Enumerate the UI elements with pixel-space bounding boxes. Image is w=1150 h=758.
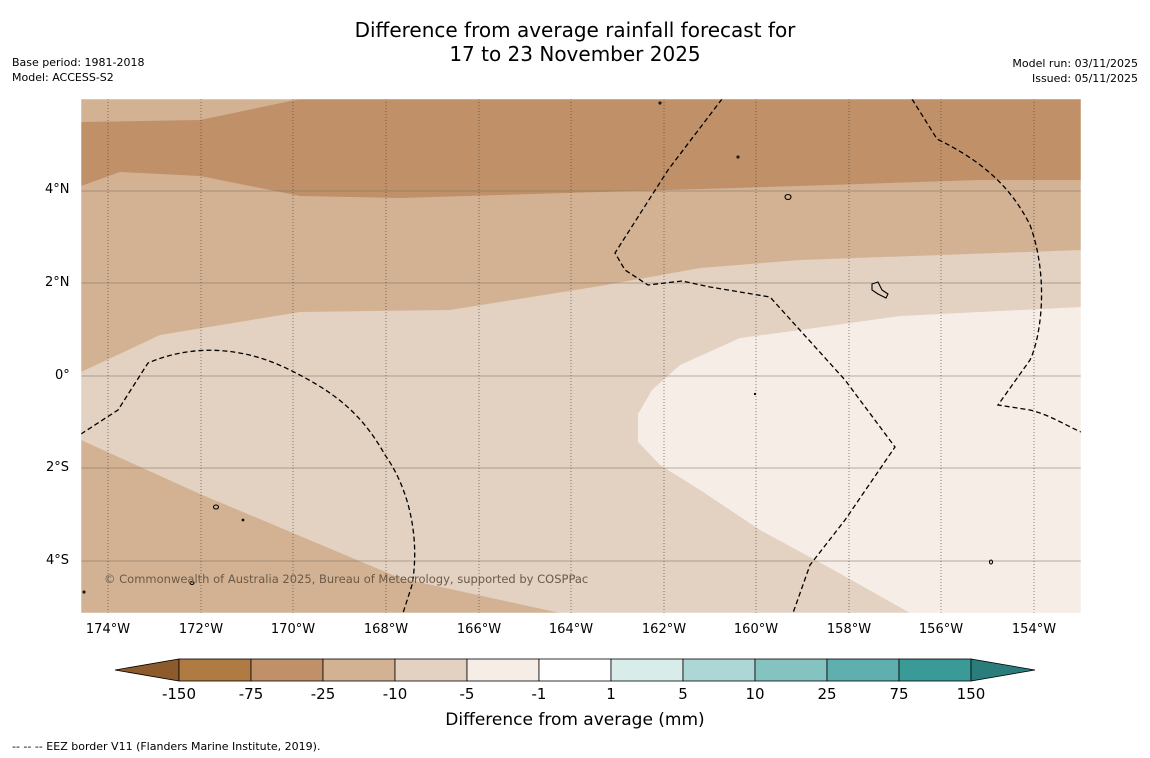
- colorbar-tick-label: 5: [678, 685, 688, 703]
- lat-label-4s: 4°S: [46, 553, 70, 568]
- lon-label-156w: 156°W: [918, 622, 964, 637]
- map-frame: [80, 98, 1082, 614]
- colorbar-segment: [826, 658, 900, 682]
- title-line-2: 17 to 23 November 2025: [449, 42, 701, 66]
- colorbar-segment: [322, 658, 396, 682]
- islands: [82, 101, 994, 594]
- lat-label-2s: 2°S: [46, 460, 70, 475]
- colorbar-segment: [754, 658, 828, 682]
- colorbar-tick-label: -5: [459, 685, 475, 703]
- meta-right: Model run: 03/11/2025 Issued: 05/11/2025: [1012, 56, 1138, 86]
- title-line-1: Difference from average rainfall forecas…: [354, 18, 796, 42]
- colorbar-segment: [538, 658, 612, 682]
- lon-label-172w: 172°W: [178, 622, 224, 637]
- eez-footnote: -- -- -- EEZ border V11 (Flanders Marine…: [12, 740, 321, 753]
- lon-label-160w: 160°W: [733, 622, 779, 637]
- colorbar-tick-label: 150: [956, 685, 986, 703]
- lon-label-166w: 166°W: [456, 622, 502, 637]
- colorbar-segment: [466, 658, 540, 682]
- colorbar-tick-label: 75: [889, 685, 909, 703]
- colorbar-tick-label: -75: [238, 685, 264, 703]
- colorbar-title: Difference from average (mm): [445, 710, 705, 730]
- band-minus25-north-corner: [81, 99, 300, 122]
- colorbar-segment: [898, 658, 972, 682]
- colorbar-segment: [178, 658, 252, 682]
- colorbar-tick-label: -150: [161, 685, 197, 703]
- rainfall-field: [81, 99, 1081, 613]
- lon-label-168w: 168°W: [363, 622, 409, 637]
- colorbar-tick-label: 10: [745, 685, 765, 703]
- model-name: Model: ACCESS-S2: [12, 71, 114, 84]
- colorbar-segment: [682, 658, 756, 682]
- colorbar-segment: [394, 658, 468, 682]
- colorbar-arrow-high: [970, 658, 1036, 682]
- lon-label-164w: 164°W: [548, 622, 594, 637]
- lat-label-0: 0°: [55, 368, 70, 383]
- colorbar-arrow-low: [114, 658, 180, 682]
- map-title: Difference from average rainfall forecas…: [0, 18, 1150, 66]
- meta-left: Base period: 1981-2018 Model: ACCESS-S2: [12, 55, 144, 85]
- latitude-gridlines: [81, 190, 1081, 562]
- model-run: Model run: 03/11/2025: [1012, 57, 1138, 70]
- lon-label-174w: 174°W: [85, 622, 131, 637]
- lat-label-2n: 2°N: [45, 275, 70, 290]
- base-period: Base period: 1981-2018: [12, 56, 145, 69]
- colorbar: [114, 658, 1036, 682]
- band-minus75-to-minus25: [81, 99, 1081, 198]
- lon-label-170w: 170°W: [270, 622, 316, 637]
- colorbar-tick-label: 1: [606, 685, 616, 703]
- colorbar-tick-label: -1: [531, 685, 547, 703]
- colorbar-segment: [250, 658, 324, 682]
- lon-label-162w: 162°W: [641, 622, 687, 637]
- colorbar-segment: [610, 658, 684, 682]
- copyright-notice: © Commonwealth of Australia 2025, Bureau…: [104, 572, 589, 586]
- lon-label-154w: 154°W: [1011, 622, 1057, 637]
- colorbar-tick-label: 25: [817, 685, 837, 703]
- colorbar-tick-label: -25: [310, 685, 336, 703]
- issued-date: Issued: 05/11/2025: [1031, 72, 1138, 85]
- lon-label-158w: 158°W: [826, 622, 872, 637]
- eez-borders: [81, 99, 1081, 613]
- colorbar-tick-label: -10: [382, 685, 408, 703]
- lat-label-4n: 4°N: [45, 182, 70, 197]
- band-minus5-to-minus1: [638, 307, 1081, 613]
